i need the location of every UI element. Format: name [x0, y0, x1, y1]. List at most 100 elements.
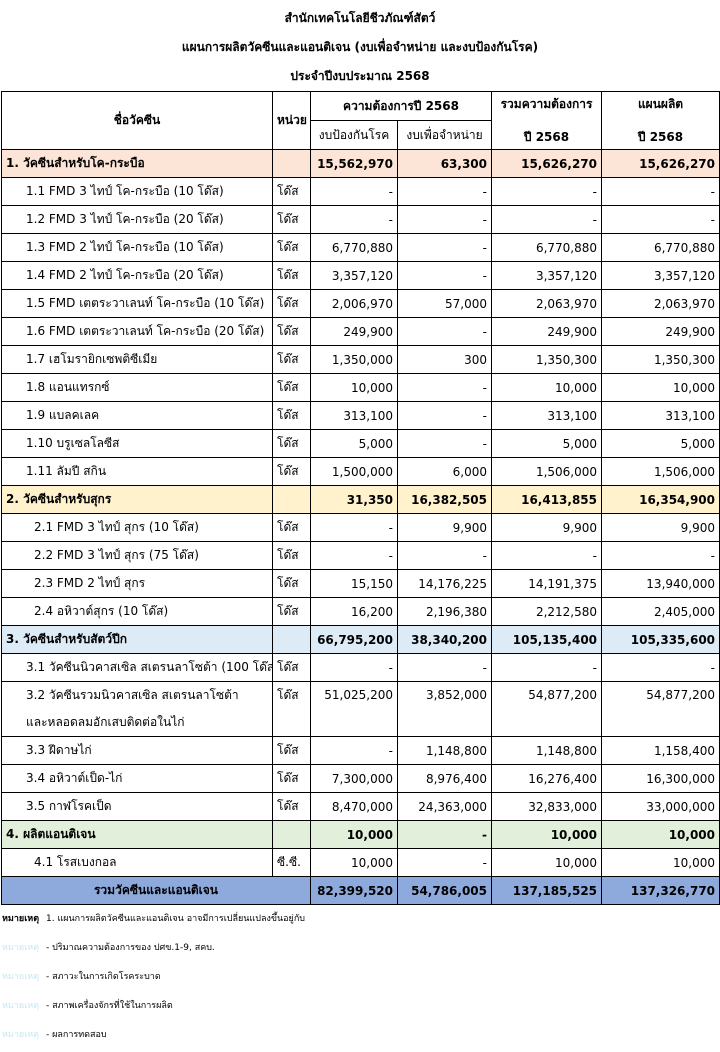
value-cell: -	[396, 205, 493, 234]
value-cell: 10,000	[310, 848, 398, 877]
item-row: 3.2 วัคซีนรวมนิวคาสเซิล สเตรนลาโซต้า และห…	[1, 681, 720, 737]
unit-cell	[272, 485, 311, 514]
value-cell: 7,300,000	[310, 764, 398, 793]
item-name-line: 1.8 แอนแทรกซ์	[26, 380, 110, 394]
item-name-line: 2.3 FMD 2 ไทป์ สุกร	[34, 576, 146, 590]
value-cell: 249,900	[310, 317, 398, 346]
value-cell: 6,770,880	[601, 233, 720, 262]
value-cell: 313,100	[491, 401, 603, 430]
value-cell: 16,382,505	[396, 485, 493, 514]
unit-cell: โด๊ส	[272, 205, 311, 234]
value-cell: 8,976,400	[396, 764, 493, 793]
value-cell: -	[396, 177, 493, 206]
item-row: 1.3 FMD 2 ไทป์ โค-กระบือ (10 โด๊ส) โด๊ส 6,…	[1, 233, 720, 262]
header-line: แผนการผลิตวัคซีนและแอนติเจน (งบเพื่อจำหน…	[181, 40, 539, 54]
value-cell: 9,900	[396, 513, 493, 542]
section-row: 4. ผลิตแอนติเจน 10,000-10,000 10,000	[1, 820, 720, 849]
value-cell: 137,185,525	[491, 876, 603, 905]
value-cell: 249,900	[601, 317, 720, 346]
unit-cell: โด๊ส	[272, 792, 311, 821]
item-row: 1.7 เฮโมรายิกเซพติซีเมีย โด๊ส 1,350,000 300…	[1, 345, 720, 374]
value-cell: 2,196,380	[396, 597, 493, 626]
item-name-line: 1.11 ลัมปี สกิน	[26, 464, 107, 478]
value-cell: -	[310, 513, 398, 542]
item-name-line: 1.10 บรูเซลโลซีส	[26, 436, 120, 450]
header-line: สำนักเทคโนโลยีชีวภัณฑ์สัตว์	[284, 11, 436, 25]
item-name: 2.1 FMD 3 ไทป์ สุกร (10 โด๊ส)	[1, 513, 273, 542]
item-name: 1.11 ลัมปี สกิน	[1, 457, 273, 486]
value-cell: 2,063,970	[491, 289, 603, 318]
item-name: 1.2 FMD 3 ไทป์ โค-กระบือ (20 โด๊ส)	[1, 205, 273, 234]
value-cell: -	[310, 653, 398, 682]
value-cell: 54,877,200	[491, 681, 603, 737]
section-name: 1. วัคซีนสำหรับโค-กระบือ	[1, 149, 273, 178]
item-name-line: 3.5 กาฬโรคเป็ด	[26, 799, 112, 813]
item-row: 1.4 FMD 2 ไทป์ โค-กระบือ (20 โด๊ส) โด๊ส 3,…	[1, 261, 720, 290]
note-label: หมายเหตุ	[2, 943, 40, 953]
note-text: - สภาพเครื่องจักรที่ใช้ในการผลิต	[46, 1001, 173, 1011]
item-row: 1.1 FMD 3 ไทป์ โค-กระบือ (10 โด๊ส) โด๊ส - -…	[1, 177, 720, 206]
value-cell: 10,000	[491, 373, 603, 402]
value-cell: 24,363,000	[396, 792, 493, 821]
value-cell: 16,300,000	[601, 764, 720, 793]
item-name-line: 1.3 FMD 2 ไทป์ โค-กระบือ (10 โด๊ส)	[26, 240, 224, 254]
item-name: 2.2 FMD 3 ไทป์ สุกร (75 โด๊ส)	[1, 541, 273, 570]
section-row: 3. วัคซีนสำหรับสัตว์ปีก 66,795,200 38,340,…	[1, 625, 720, 654]
value-cell: 10,000	[491, 848, 603, 877]
item-name: 2.4 อหิวาต์สุกร (10 โด๊ส)	[1, 597, 273, 626]
item-name: 1.5 FMD เตตระวาเลนท์ โค-กระบือ (10 โด๊ส)	[1, 289, 273, 318]
value-cell: -	[396, 429, 493, 458]
value-cell: -	[601, 541, 720, 570]
item-name: 1.10 บรูเซลโลซีส	[1, 429, 273, 458]
note-line: หมายเหตุ - ผลการทดสอบ	[2, 1027, 720, 1052]
note-label: หมายเหตุ	[2, 1001, 40, 1011]
value-cell: -	[396, 233, 493, 262]
value-cell: 5,000	[491, 429, 603, 458]
value-cell: 1,500,000	[310, 457, 398, 486]
item-row: 3.5 กาฬโรคเป็ด โด๊ส 8,470,000 24,363,000 32,…	[1, 792, 720, 821]
col-header: แผนผลิต ปี 2568	[601, 91, 720, 150]
item-row: 1.8 แอนแทรกซ์ โด๊ส 10,000-10,000 10,000	[1, 373, 720, 402]
table-body: 1. วัคซีนสำหรับโค-กระบือ 15,562,970 63,300…	[1, 149, 720, 905]
value-cell: 313,100	[601, 401, 720, 430]
value-cell: 6,770,880	[491, 233, 603, 262]
value-cell: 105,335,600	[601, 625, 720, 654]
col-header-line: ปี 2568	[523, 129, 570, 144]
item-row: 2.3 FMD 2 ไทป์ สุกร โด๊ส 15,150 14,176,225 1…	[1, 569, 720, 598]
value-cell: 33,000,000	[601, 792, 720, 821]
value-cell: 16,413,855	[491, 485, 603, 514]
item-name-line: 3.1 วัคซีนนิวคาสเซิล สเตรนลาโซต้า (100 โ…	[26, 660, 273, 674]
note-text: - สภาวะในการเกิดโรคระบาด	[46, 972, 161, 982]
unit-cell: โด๊ส	[272, 541, 311, 570]
value-cell: 13,940,000	[601, 569, 720, 598]
value-cell: -	[396, 317, 493, 346]
value-cell: -	[310, 736, 398, 765]
item-row: 2.2 FMD 3 ไทป์ สุกร (75 โด๊ส) โด๊ส - - - -	[1, 541, 720, 570]
col-header-line: รวมความต้องการ	[500, 96, 593, 111]
value-cell: 9,900	[491, 513, 603, 542]
value-cell: 2,006,970	[310, 289, 398, 318]
value-cell: 66,795,200	[310, 625, 398, 654]
item-name: 1.7 เฮโมรายิกเซพติซีเมีย	[1, 345, 273, 374]
item-row: 1.11 ลัมปี สกิน โด๊ส 1,500,000 6,000 1,506,0…	[1, 457, 720, 486]
value-cell: -	[310, 177, 398, 206]
col-header: งบป้องกันโรค	[310, 120, 398, 150]
item-name-line: 1.5 FMD เตตระวาเลนท์ โค-กระบือ (10 โด๊ส)	[26, 296, 265, 310]
value-cell: 38,340,200	[396, 625, 493, 654]
value-cell: 313,100	[310, 401, 398, 430]
item-row: 1.6 FMD เตตระวาเลนท์ โค-กระบือ (20 โด๊ส)…	[1, 317, 720, 346]
value-cell: 6,770,880	[310, 233, 398, 262]
unit-cell: โด๊ส	[272, 373, 311, 402]
value-cell: 249,900	[491, 317, 603, 346]
value-cell: 5,000	[310, 429, 398, 458]
value-cell: 10,000	[601, 820, 720, 849]
item-name: 3.1 วัคซีนนิวคาสเซิล สเตรนลาโซต้า (100 โ…	[1, 653, 273, 682]
item-name: 4.1 โรสเบงกอล	[1, 848, 273, 877]
value-cell: 1,506,000	[601, 457, 720, 486]
item-name-line: 2.4 อหิวาต์สุกร (10 โด๊ส)	[34, 604, 169, 618]
value-cell: 3,357,120	[601, 261, 720, 290]
value-cell: 5,000	[601, 429, 720, 458]
unit-cell: โด๊ส	[272, 569, 311, 598]
item-name: 3.5 กาฬโรคเป็ด	[1, 792, 273, 821]
note-label: หมายเหตุ	[2, 1030, 40, 1040]
